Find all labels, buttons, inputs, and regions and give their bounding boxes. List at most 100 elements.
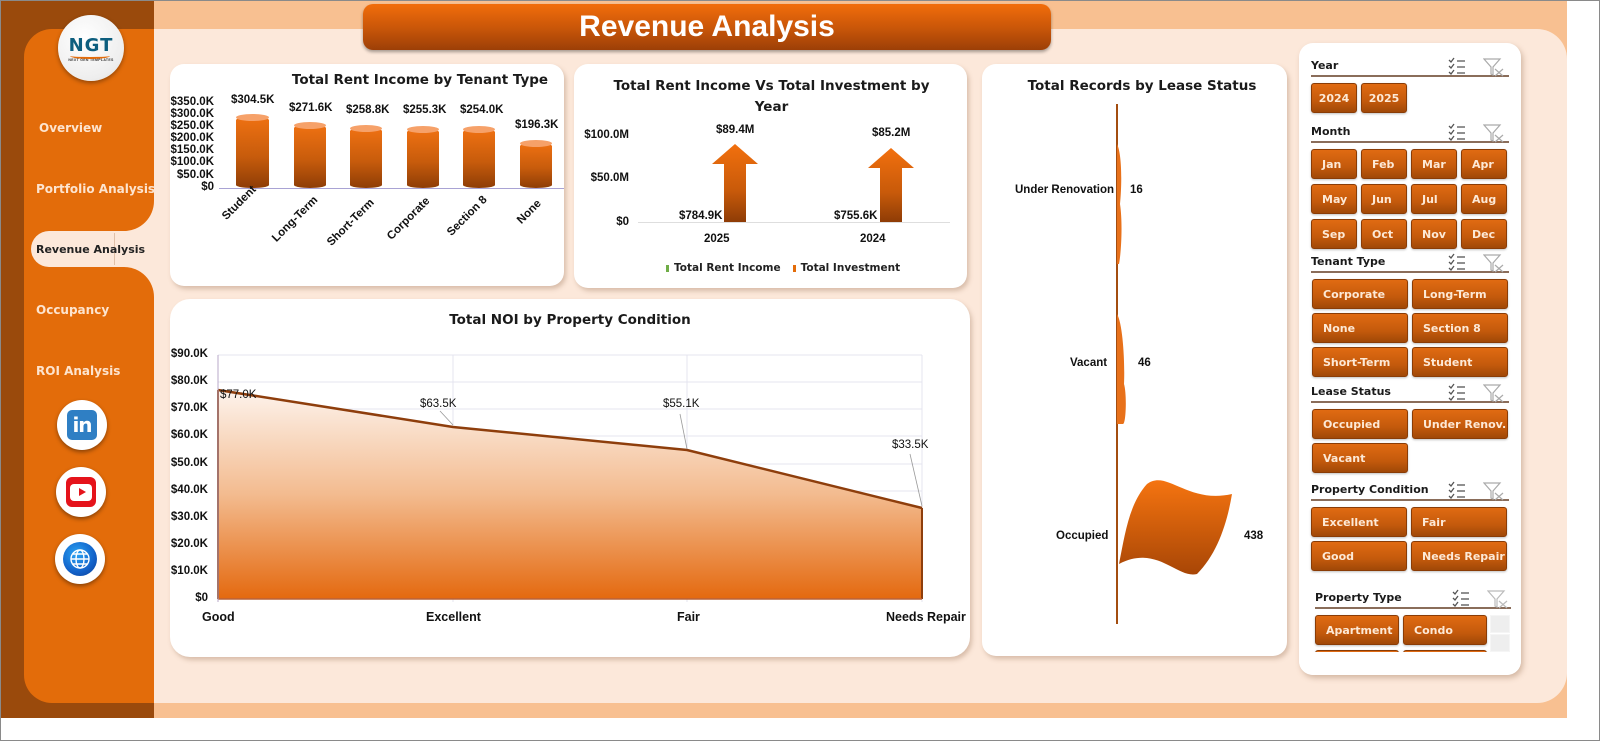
slicer-month-jan[interactable]: Jan [1311, 149, 1357, 179]
bar-long-term[interactable] [294, 122, 326, 188]
bar-corporate[interactable] [407, 126, 439, 188]
x-tick-2024: 2024 [860, 233, 886, 245]
slicer-condition-good[interactable]: Good [1311, 541, 1407, 571]
clear-filter-icon[interactable] [1483, 123, 1505, 143]
bar-occupied[interactable] [1119, 480, 1232, 575]
clear-filter-icon[interactable] [1483, 57, 1505, 77]
slicer-tenant-short-term[interactable]: Short-Term [1312, 347, 1408, 377]
flag-bars [1117, 144, 1232, 575]
slicer-lease-under-renovation[interactable]: Under Renov... [1412, 409, 1508, 439]
slicer-type-condo[interactable]: Condo [1403, 615, 1487, 645]
bar-student[interactable] [236, 114, 269, 188]
ngt-logo: NGT NEXT GEN TEMPLATES [58, 15, 124, 81]
area-line[interactable] [217, 388, 923, 510]
bar-short-term[interactable] [350, 125, 382, 188]
legend-item-investment[interactable]: Total Investment [792, 262, 901, 274]
slicer-month-feb[interactable]: Feb [1361, 149, 1407, 179]
multi-select-icon[interactable] [1447, 383, 1467, 401]
slicer-tenant-student[interactable]: Student [1412, 347, 1508, 377]
bar-none[interactable] [520, 140, 552, 188]
logo-text: NGT [68, 34, 114, 56]
y-tick: $0 [616, 216, 629, 228]
multi-select-icon[interactable] [1447, 481, 1467, 499]
multi-select-icon[interactable] [1447, 123, 1467, 141]
chart-title: Total Rent Income by Tenant Type [291, 72, 549, 88]
sidebar-item-portfolio-analysis[interactable]: Portfolio Analysis [36, 182, 156, 196]
x-tick-short-term: Short-Term [325, 196, 377, 249]
category-label-vacant: Vacant [1070, 357, 1108, 369]
sidebar-item-occupancy[interactable]: Occupancy [36, 303, 110, 317]
bar-under-renovation[interactable] [1117, 144, 1122, 264]
y-tick: $350.0K [170, 96, 214, 108]
clear-filter-icon[interactable] [1487, 589, 1509, 609]
chart-noi-by-condition: Total NOI by Property Condition $90.0K $… [170, 299, 970, 657]
slicer-month-jul[interactable]: Jul [1411, 184, 1457, 214]
sidebar-item-revenue-analysis[interactable]: Revenue Analysis [36, 243, 146, 256]
y-tick: $40.0K [170, 484, 208, 496]
slicer-month-may[interactable]: May [1311, 184, 1357, 214]
multi-select-icon[interactable] [1447, 253, 1467, 271]
slicer-month-nov[interactable]: Nov [1411, 219, 1457, 249]
y-tick: $50.0M [590, 172, 629, 184]
slicer-month-mar[interactable]: Mar [1411, 149, 1457, 179]
slicer-title: Year [1311, 59, 1339, 72]
website-button[interactable] [55, 534, 105, 584]
dashboard-canvas: NGT NEXT GEN TEMPLATES Overview Portfoli… [1, 1, 1567, 718]
bar-value-label: $254.0K [460, 104, 504, 116]
clear-filter-icon[interactable] [1483, 383, 1505, 403]
slicer-condition-needs-repair[interactable]: Needs Repair [1411, 541, 1507, 571]
sidebar-item-overview[interactable]: Overview [39, 121, 103, 135]
sidebar-item-roi-analysis[interactable]: ROI Analysis [36, 364, 121, 378]
nav-active-curve-top [124, 201, 154, 231]
chart-title-line1: Total Rent Income Vs Total Investment by [613, 78, 930, 94]
slicer-condition-excellent[interactable]: Excellent [1311, 507, 1407, 537]
slicer-tenant-corporate[interactable]: Corporate [1312, 279, 1408, 309]
slicer-scrollbar-track[interactable] [1490, 634, 1510, 652]
slicer-month-jun[interactable]: Jun [1361, 184, 1407, 214]
slicer-month-oct[interactable]: Oct [1361, 219, 1407, 249]
clear-filter-icon[interactable] [1483, 253, 1505, 273]
bar-value-label: $255.3K [403, 104, 447, 116]
y-tick: $60.0K [170, 429, 208, 441]
slicer-condition-fair[interactable]: Fair [1411, 507, 1507, 537]
youtube-button[interactable] [56, 467, 106, 517]
clear-filter-icon[interactable] [1483, 481, 1505, 501]
bar-section-8[interactable] [463, 126, 495, 188]
bar-vacant[interactable] [1117, 314, 1126, 424]
multi-select-icon[interactable] [1447, 57, 1467, 75]
slicer-scrollbar-up[interactable] [1490, 615, 1510, 633]
slicer-lease-occupied[interactable]: Occupied [1312, 409, 1408, 439]
slicer-year-2024[interactable]: 2024 [1311, 83, 1357, 113]
x-axis-line [638, 222, 950, 223]
slicer-month-sep[interactable]: Sep [1311, 219, 1357, 249]
value-label: 438 [1244, 530, 1264, 542]
linkedin-button[interactable]: in [57, 400, 107, 450]
legend-label: Total Investment [800, 262, 901, 274]
data-label-fair: $55.1K [663, 398, 700, 410]
legend-label: Total Rent Income [674, 262, 781, 274]
multi-select-icon[interactable] [1451, 589, 1471, 607]
arrow-bar-investment-2024[interactable] [868, 148, 914, 224]
area-plot [217, 354, 923, 602]
slicer-year-2025[interactable]: 2025 [1361, 83, 1407, 113]
bar-value-label: $304.5K [231, 94, 275, 106]
slicer-month-apr[interactable]: Apr [1461, 149, 1507, 179]
slicer-tenant-section-8[interactable]: Section 8 [1412, 313, 1508, 343]
x-tick-none: None [515, 197, 544, 227]
legend-item-rent-income[interactable]: Total Rent Income [666, 262, 781, 274]
slicer-year-header: Year [1311, 57, 1509, 77]
y-tick: $90.0K [170, 348, 208, 360]
arrow-bar-investment-2025[interactable] [712, 144, 758, 224]
slicer-lease-vacant[interactable]: Vacant [1312, 443, 1408, 473]
x-tick-good: Good [202, 610, 235, 624]
slicer-type-apartment[interactable]: Apartment [1315, 615, 1399, 645]
bar-value-label: $89.4M [716, 124, 755, 136]
data-label-needs-repair: $33.5K [892, 439, 929, 451]
page-header: Revenue Analysis [363, 4, 1051, 50]
slicer-month-dec[interactable]: Dec [1461, 219, 1507, 249]
slicer-tenant-none[interactable]: None [1312, 313, 1408, 343]
slicer-tenant-long-term[interactable]: Long-Term [1412, 279, 1508, 309]
category-label-under-renovation: Under Renovation [1015, 184, 1115, 196]
slicer-month-aug[interactable]: Aug [1461, 184, 1507, 214]
